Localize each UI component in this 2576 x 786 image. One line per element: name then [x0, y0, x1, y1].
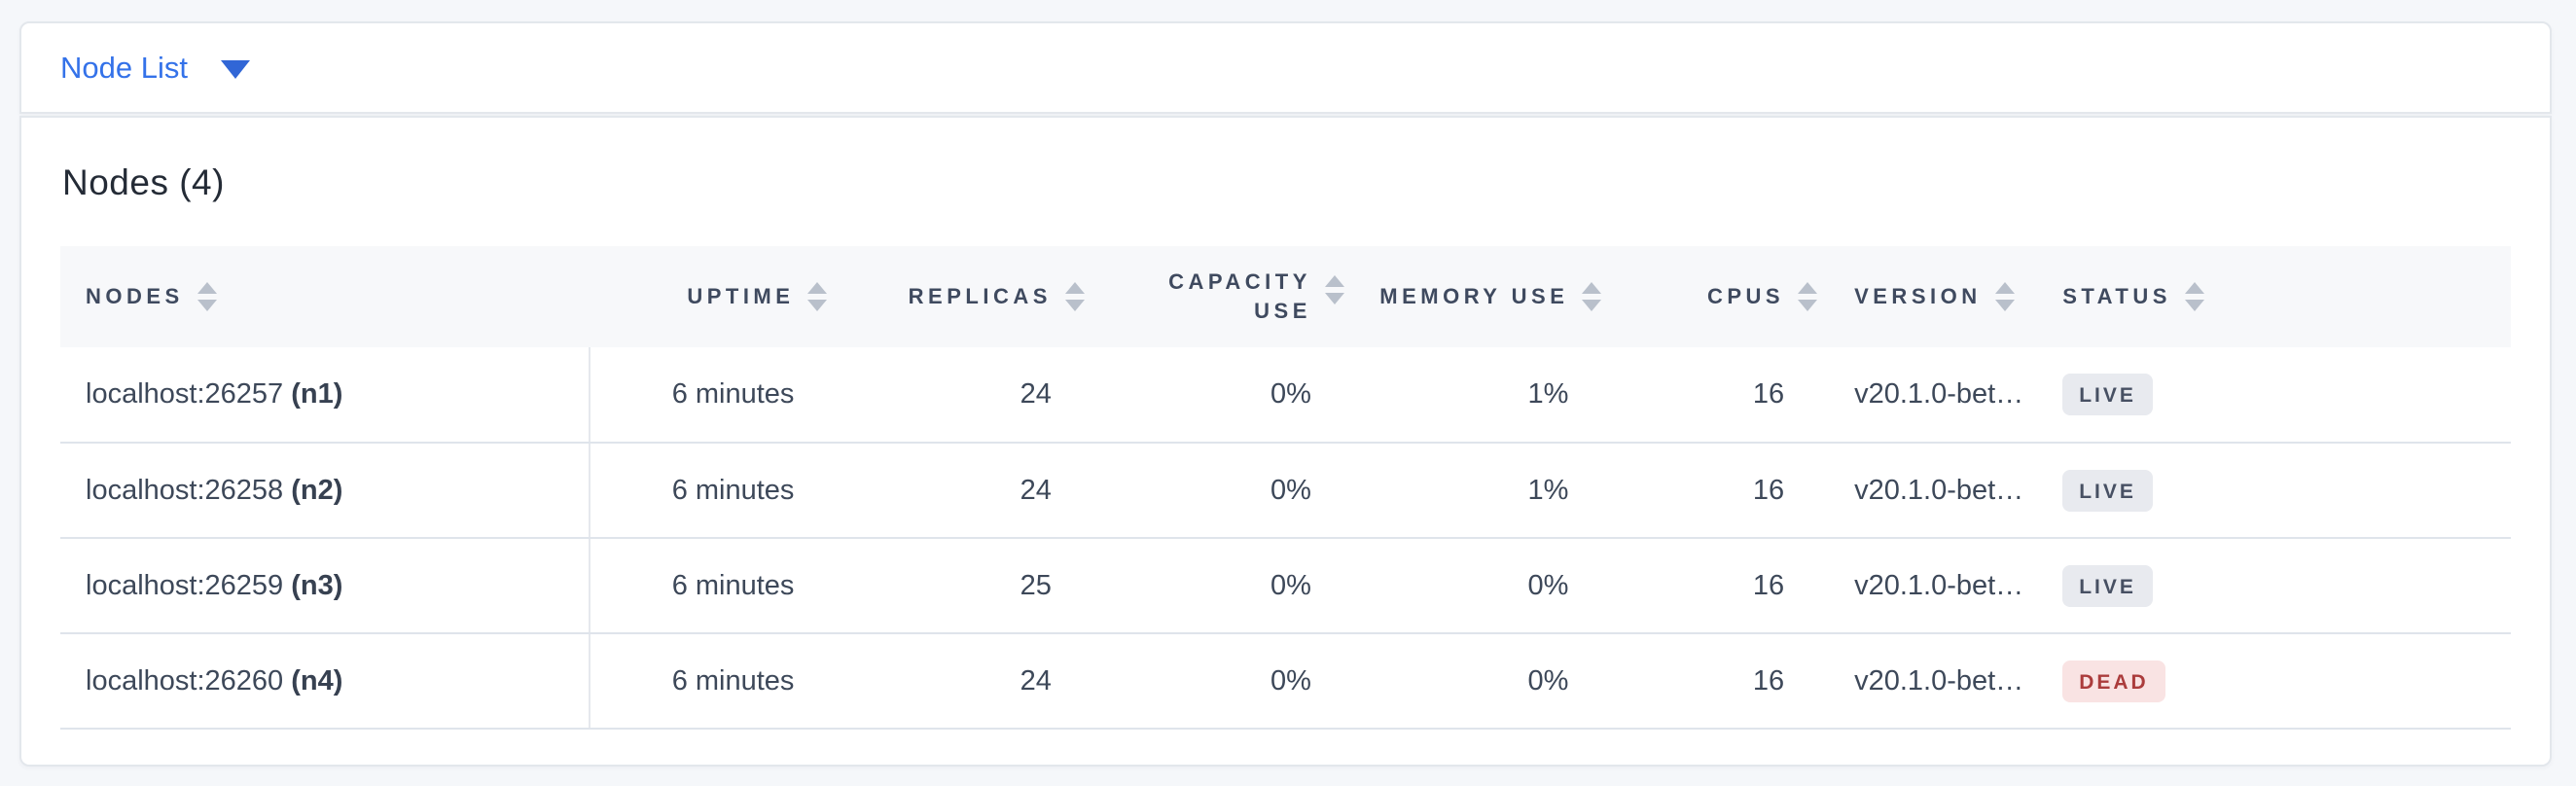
replicas-cell: 24	[827, 443, 1085, 539]
uptime-cell: 6 minutes	[590, 443, 828, 539]
sort-down-icon	[1582, 300, 1602, 311]
node-list-dropdown[interactable]: Node List	[60, 51, 250, 86]
version-cell: v20.1.0-bet…	[1817, 538, 2026, 634]
sort-arrows-icon	[1324, 275, 1344, 305]
node-id: (n4)	[291, 664, 343, 697]
sort-down-icon	[1798, 300, 1818, 311]
capacity-use-cell: 0%	[1084, 633, 1344, 730]
node-address-cell[interactable]: localhost:26258 (n2)	[60, 443, 591, 539]
status-cell: LIVE	[2025, 347, 2511, 444]
cpus-cell: 16	[1601, 633, 1818, 730]
node-address-cell[interactable]: localhost:26260 (n4)	[60, 633, 591, 730]
sort-arrows-icon	[1798, 282, 1818, 311]
page: Node List Nodes (4) NODES UPTIME REPLICAS C…	[19, 21, 2552, 767]
sort-down-icon	[807, 300, 828, 311]
sort-down-icon	[1064, 300, 1085, 311]
table-row[interactable]: localhost:26259 (n3) 6 minutes 25 0% 0% 16 v20…	[60, 538, 2511, 634]
sort-down-icon	[1324, 293, 1344, 305]
sort-up-icon	[807, 282, 828, 294]
node-address: localhost:26260	[86, 664, 292, 697]
status-badge: DEAD	[2062, 660, 2165, 702]
column-label-memory-use: MEMORY USE	[1379, 284, 1569, 309]
node-address: localhost:26259	[86, 569, 292, 601]
column-header-memory-use[interactable]: MEMORY USE	[1343, 246, 1602, 347]
version-cell: v20.1.0-bet…	[1817, 633, 2026, 730]
column-header-capacity-use[interactable]: CAPACITY USE	[1084, 246, 1344, 347]
sort-up-icon	[197, 282, 217, 294]
node-table: NODES UPTIME REPLICAS CAPACITY USE MEMORY USE…	[60, 246, 2511, 730]
sort-arrows-icon	[1994, 282, 2015, 311]
sort-down-icon	[197, 300, 217, 311]
column-label-replicas: REPLICAS	[908, 284, 1052, 309]
sort-arrows-icon	[197, 282, 217, 311]
replicas-cell: 25	[827, 538, 1085, 634]
sort-arrows-icon	[807, 282, 828, 311]
chevron-down-icon	[220, 60, 250, 79]
memory-use-cell: 0%	[1343, 633, 1602, 730]
sort-up-icon	[1994, 282, 2015, 294]
node-address-cell[interactable]: localhost:26259 (n3)	[60, 538, 591, 634]
node-address: localhost:26257	[86, 378, 292, 410]
column-header-cpus[interactable]: CPUS	[1601, 246, 1818, 347]
table-header-row: NODES UPTIME REPLICAS CAPACITY USE MEMORY USE…	[60, 246, 2511, 347]
node-id: (n1)	[291, 378, 343, 410]
status-badge: LIVE	[2062, 564, 2153, 607]
version-cell: v20.1.0-bet…	[1817, 443, 2026, 539]
node-address: localhost:26258	[86, 474, 292, 506]
table-row[interactable]: localhost:26257 (n1) 6 minutes 24 0% 1% 16 v20…	[60, 347, 2511, 444]
table-row[interactable]: localhost:26258 (n2) 6 minutes 24 0% 1% 16 v20…	[60, 443, 2511, 539]
column-header-replicas[interactable]: REPLICAS	[827, 246, 1085, 347]
cpus-cell: 16	[1601, 347, 1818, 444]
memory-use-cell: 1%	[1343, 347, 1602, 444]
column-label-capacity-use: CAPACITY USE	[1168, 269, 1311, 323]
column-label-version: VERSION	[1854, 284, 1982, 309]
sort-arrows-icon	[1064, 282, 1085, 311]
sort-up-icon	[1582, 282, 1602, 294]
capacity-use-cell: 0%	[1084, 538, 1344, 634]
sort-up-icon	[1064, 282, 1085, 294]
page-title: Nodes (4)	[62, 162, 225, 202]
sort-down-icon	[2184, 300, 2204, 311]
cpus-cell: 16	[1601, 443, 1818, 539]
node-address-cell[interactable]: localhost:26257 (n1)	[60, 347, 591, 444]
column-header-uptime[interactable]: UPTIME	[590, 246, 828, 347]
view-selector-bar: Node List	[19, 21, 2552, 114]
memory-use-cell: 1%	[1343, 443, 1602, 539]
version-cell: v20.1.0-bet…	[1817, 347, 2026, 444]
cpus-cell: 16	[1601, 538, 1818, 634]
status-badge: LIVE	[2062, 469, 2153, 512]
column-header-status[interactable]: STATUS	[2025, 246, 2511, 347]
table-row[interactable]: localhost:26260 (n4) 6 minutes 24 0% 0% 16 v20…	[60, 633, 2511, 730]
sort-arrows-icon	[1582, 282, 1602, 311]
uptime-cell: 6 minutes	[590, 538, 828, 634]
column-label-cpus: CPUS	[1706, 284, 1785, 309]
status-cell: DEAD	[2025, 633, 2511, 730]
node-id: (n3)	[291, 569, 343, 601]
column-label-nodes: NODES	[86, 284, 184, 309]
memory-use-cell: 0%	[1343, 538, 1602, 634]
sort-down-icon	[1994, 300, 2015, 311]
column-header-nodes[interactable]: NODES	[60, 246, 590, 347]
sort-arrows-icon	[2184, 282, 2204, 311]
sort-up-icon	[2184, 282, 2204, 294]
status-cell: LIVE	[2025, 443, 2511, 539]
nodes-card: Nodes (4) NODES UPTIME REPLICAS CAPACITY USE…	[19, 116, 2552, 767]
column-label-uptime: UPTIME	[687, 284, 795, 309]
node-id: (n2)	[291, 474, 343, 506]
uptime-cell: 6 minutes	[590, 347, 828, 444]
replicas-cell: 24	[827, 633, 1085, 730]
status-cell: LIVE	[2025, 538, 2511, 634]
uptime-cell: 6 minutes	[590, 633, 828, 730]
column-label-status: STATUS	[2062, 284, 2171, 309]
node-list-dropdown-label: Node List	[60, 50, 188, 85]
column-header-version[interactable]: VERSION	[1817, 246, 2026, 347]
capacity-use-cell: 0%	[1084, 347, 1344, 444]
sort-up-icon	[1324, 275, 1344, 288]
capacity-use-cell: 0%	[1084, 443, 1344, 539]
sort-up-icon	[1798, 282, 1818, 294]
status-badge: LIVE	[2062, 374, 2153, 415]
replicas-cell: 24	[827, 347, 1085, 444]
